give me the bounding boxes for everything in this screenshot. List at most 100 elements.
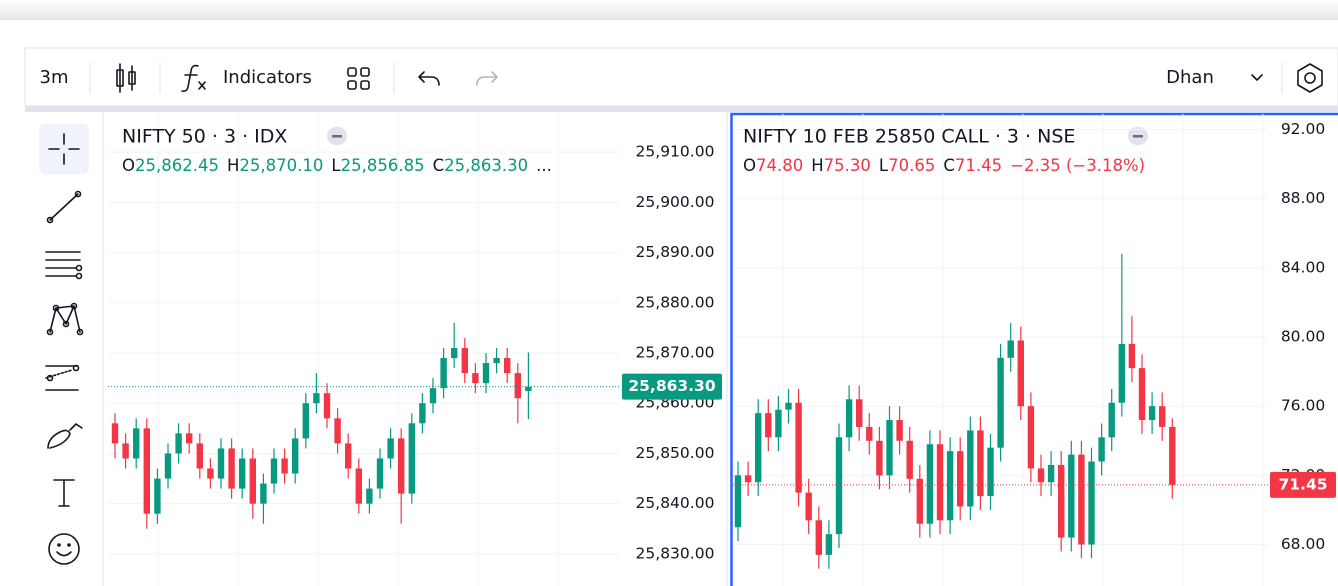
candle-body xyxy=(249,458,256,504)
candle-body xyxy=(795,402,802,493)
candle-body xyxy=(217,448,225,479)
ohlc-value: 75.30 xyxy=(824,156,871,175)
y-tick-label: 25,900.00 xyxy=(636,193,715,211)
candle-body xyxy=(376,458,384,489)
pattern-tool[interactable] xyxy=(46,302,84,336)
candle-body xyxy=(805,492,812,521)
candle-body xyxy=(1128,343,1136,369)
crosshair-tool[interactable] xyxy=(48,133,80,165)
candle-body xyxy=(387,438,394,459)
y-tick-label: 25,830.00 xyxy=(636,544,715,562)
undo-button[interactable] xyxy=(418,71,440,86)
pin-icon xyxy=(1133,135,1143,138)
candle-body xyxy=(408,423,415,494)
ohlc-legend: O25,862.45 H25,870.10 L25,856.85 C25,863.30… xyxy=(122,156,552,175)
y-tick-label: 88.00 xyxy=(1281,189,1325,207)
candle-body xyxy=(916,478,923,524)
y-tick-label: 25,910.00 xyxy=(636,143,715,161)
candle-type-button[interactable] xyxy=(116,63,136,93)
emoji-tool[interactable] xyxy=(48,533,80,565)
candle-body xyxy=(196,443,203,469)
candle-body xyxy=(845,399,853,438)
ohlc-prefix: O xyxy=(743,156,756,175)
candle-body xyxy=(926,444,934,524)
crosshair-active-bg xyxy=(39,124,89,174)
y-tick-label: 25,850.00 xyxy=(636,444,715,462)
y-tick-label: 68.00 xyxy=(1281,535,1325,553)
y-tick-label: 80.00 xyxy=(1281,328,1325,346)
candle-body xyxy=(977,430,984,497)
candle-body xyxy=(334,418,341,444)
interval-button[interactable]: 3m xyxy=(40,67,69,88)
candle-body xyxy=(785,402,792,410)
ohlc-value: 25,856.85 xyxy=(341,156,425,175)
settings-button[interactable] xyxy=(1297,63,1323,93)
candle-body xyxy=(313,393,320,404)
candle-body xyxy=(482,363,490,384)
candle-body xyxy=(143,428,150,514)
change-value: −2.35 (−3.18%) xyxy=(1010,156,1145,175)
text-tool[interactable] xyxy=(53,479,75,507)
candle-body xyxy=(1108,402,1115,438)
candle-body xyxy=(270,458,278,484)
ohlc-prefix: L xyxy=(331,156,341,175)
candle-body xyxy=(906,440,913,479)
candle-body xyxy=(815,520,822,555)
ohlc-legend: O74.80 H75.30 L70.65 C71.45 −2.35 (−3.18%) xyxy=(743,156,1145,175)
candle-body xyxy=(366,488,373,504)
trendline-tool[interactable] xyxy=(46,190,82,224)
candle-body xyxy=(835,437,843,535)
candle-body xyxy=(1138,368,1146,421)
candle-body xyxy=(957,451,964,507)
candle-body xyxy=(1017,340,1024,407)
candle-body xyxy=(207,468,214,479)
candle-body xyxy=(1007,340,1014,358)
divider xyxy=(25,106,1338,112)
candle-body xyxy=(744,475,752,483)
candle-body xyxy=(186,433,193,444)
ohlc-value: 71.45 xyxy=(955,156,1002,175)
candle-body xyxy=(302,403,309,439)
candle-body xyxy=(355,468,362,504)
candle-body xyxy=(451,347,458,359)
candle-body xyxy=(514,373,521,399)
broker-button[interactable]: Dhan xyxy=(1166,67,1214,88)
y-tick-label: 25,870.00 xyxy=(636,344,715,362)
broker-dropdown[interactable] xyxy=(1251,74,1263,81)
redo-button[interactable] xyxy=(476,71,498,86)
y-tick-label: 25,880.00 xyxy=(636,293,715,311)
candle-body xyxy=(345,443,352,469)
candle-body xyxy=(1118,343,1125,403)
candle-body xyxy=(504,358,511,374)
candles xyxy=(111,322,532,529)
layout-button[interactable] xyxy=(347,67,370,90)
drawing-toolbar xyxy=(25,112,104,586)
candle-body xyxy=(239,458,246,489)
chart-title: NIFTY 50 · 3 · IDX xyxy=(122,126,287,148)
candle-body xyxy=(175,433,182,454)
candle-body xyxy=(1027,406,1035,469)
candle-body xyxy=(896,420,903,441)
candle-body xyxy=(419,403,426,424)
ohlc-prefix: L xyxy=(879,156,889,175)
indicators-button[interactable]: Indicators xyxy=(223,67,312,88)
candle-body xyxy=(1037,468,1045,483)
candle-body xyxy=(323,393,331,419)
candle-body xyxy=(886,420,893,476)
candle-body xyxy=(461,347,468,374)
toolbar: 3m Indicators Dhan xyxy=(24,47,1338,107)
fib-tool[interactable] xyxy=(45,251,83,280)
fx-icon[interactable] xyxy=(181,64,206,92)
prediction-tool[interactable] xyxy=(45,364,80,391)
y-tick-label: 92.00 xyxy=(1281,120,1325,138)
y-tick-label: 25,890.00 xyxy=(636,243,715,261)
pin-icon xyxy=(332,135,342,138)
more-values: ... xyxy=(536,156,552,175)
candle-body xyxy=(866,426,873,441)
candle-body xyxy=(856,399,863,427)
candle-body xyxy=(765,413,772,438)
ohlc-prefix: H xyxy=(811,156,823,175)
brush-tool[interactable] xyxy=(47,423,83,449)
candle-body xyxy=(133,428,140,459)
toolbar-bg xyxy=(25,112,103,586)
